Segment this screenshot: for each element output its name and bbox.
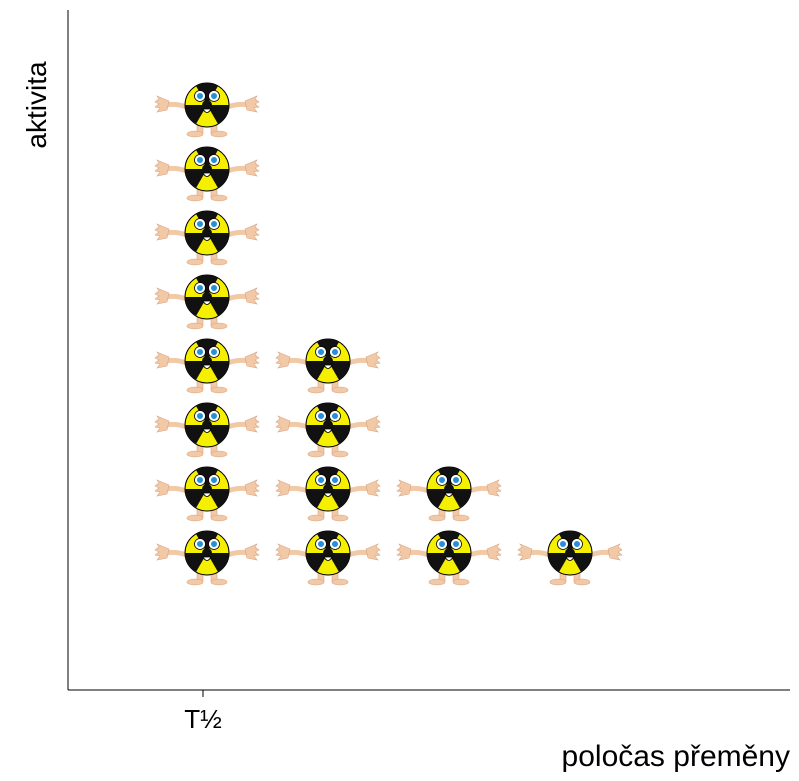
atom-icon [397, 531, 501, 585]
x-tick-label: T½ [184, 704, 222, 734]
atom-icon [155, 211, 259, 265]
atom-icon [155, 275, 259, 329]
atom-icon [155, 403, 259, 457]
icon-column [155, 83, 259, 585]
chart: aktivita poločas přeměny T½ [0, 0, 799, 781]
icon-column [518, 531, 622, 585]
atom-icon [276, 339, 380, 393]
atom-icon [276, 531, 380, 585]
atom-icon [155, 339, 259, 393]
atom-icon [155, 147, 259, 201]
x-axis-label: poločas přeměny [562, 740, 790, 773]
atom-icon [397, 467, 501, 521]
atom-icon [276, 403, 380, 457]
y-axis-label: aktivita [21, 61, 52, 149]
atom-icon [155, 83, 259, 137]
atom-icon [155, 467, 259, 521]
atom-icon [155, 531, 259, 585]
atom-icon [276, 467, 380, 521]
icon-column [397, 467, 501, 585]
icon-column [276, 339, 380, 585]
atom-icon [518, 531, 622, 585]
